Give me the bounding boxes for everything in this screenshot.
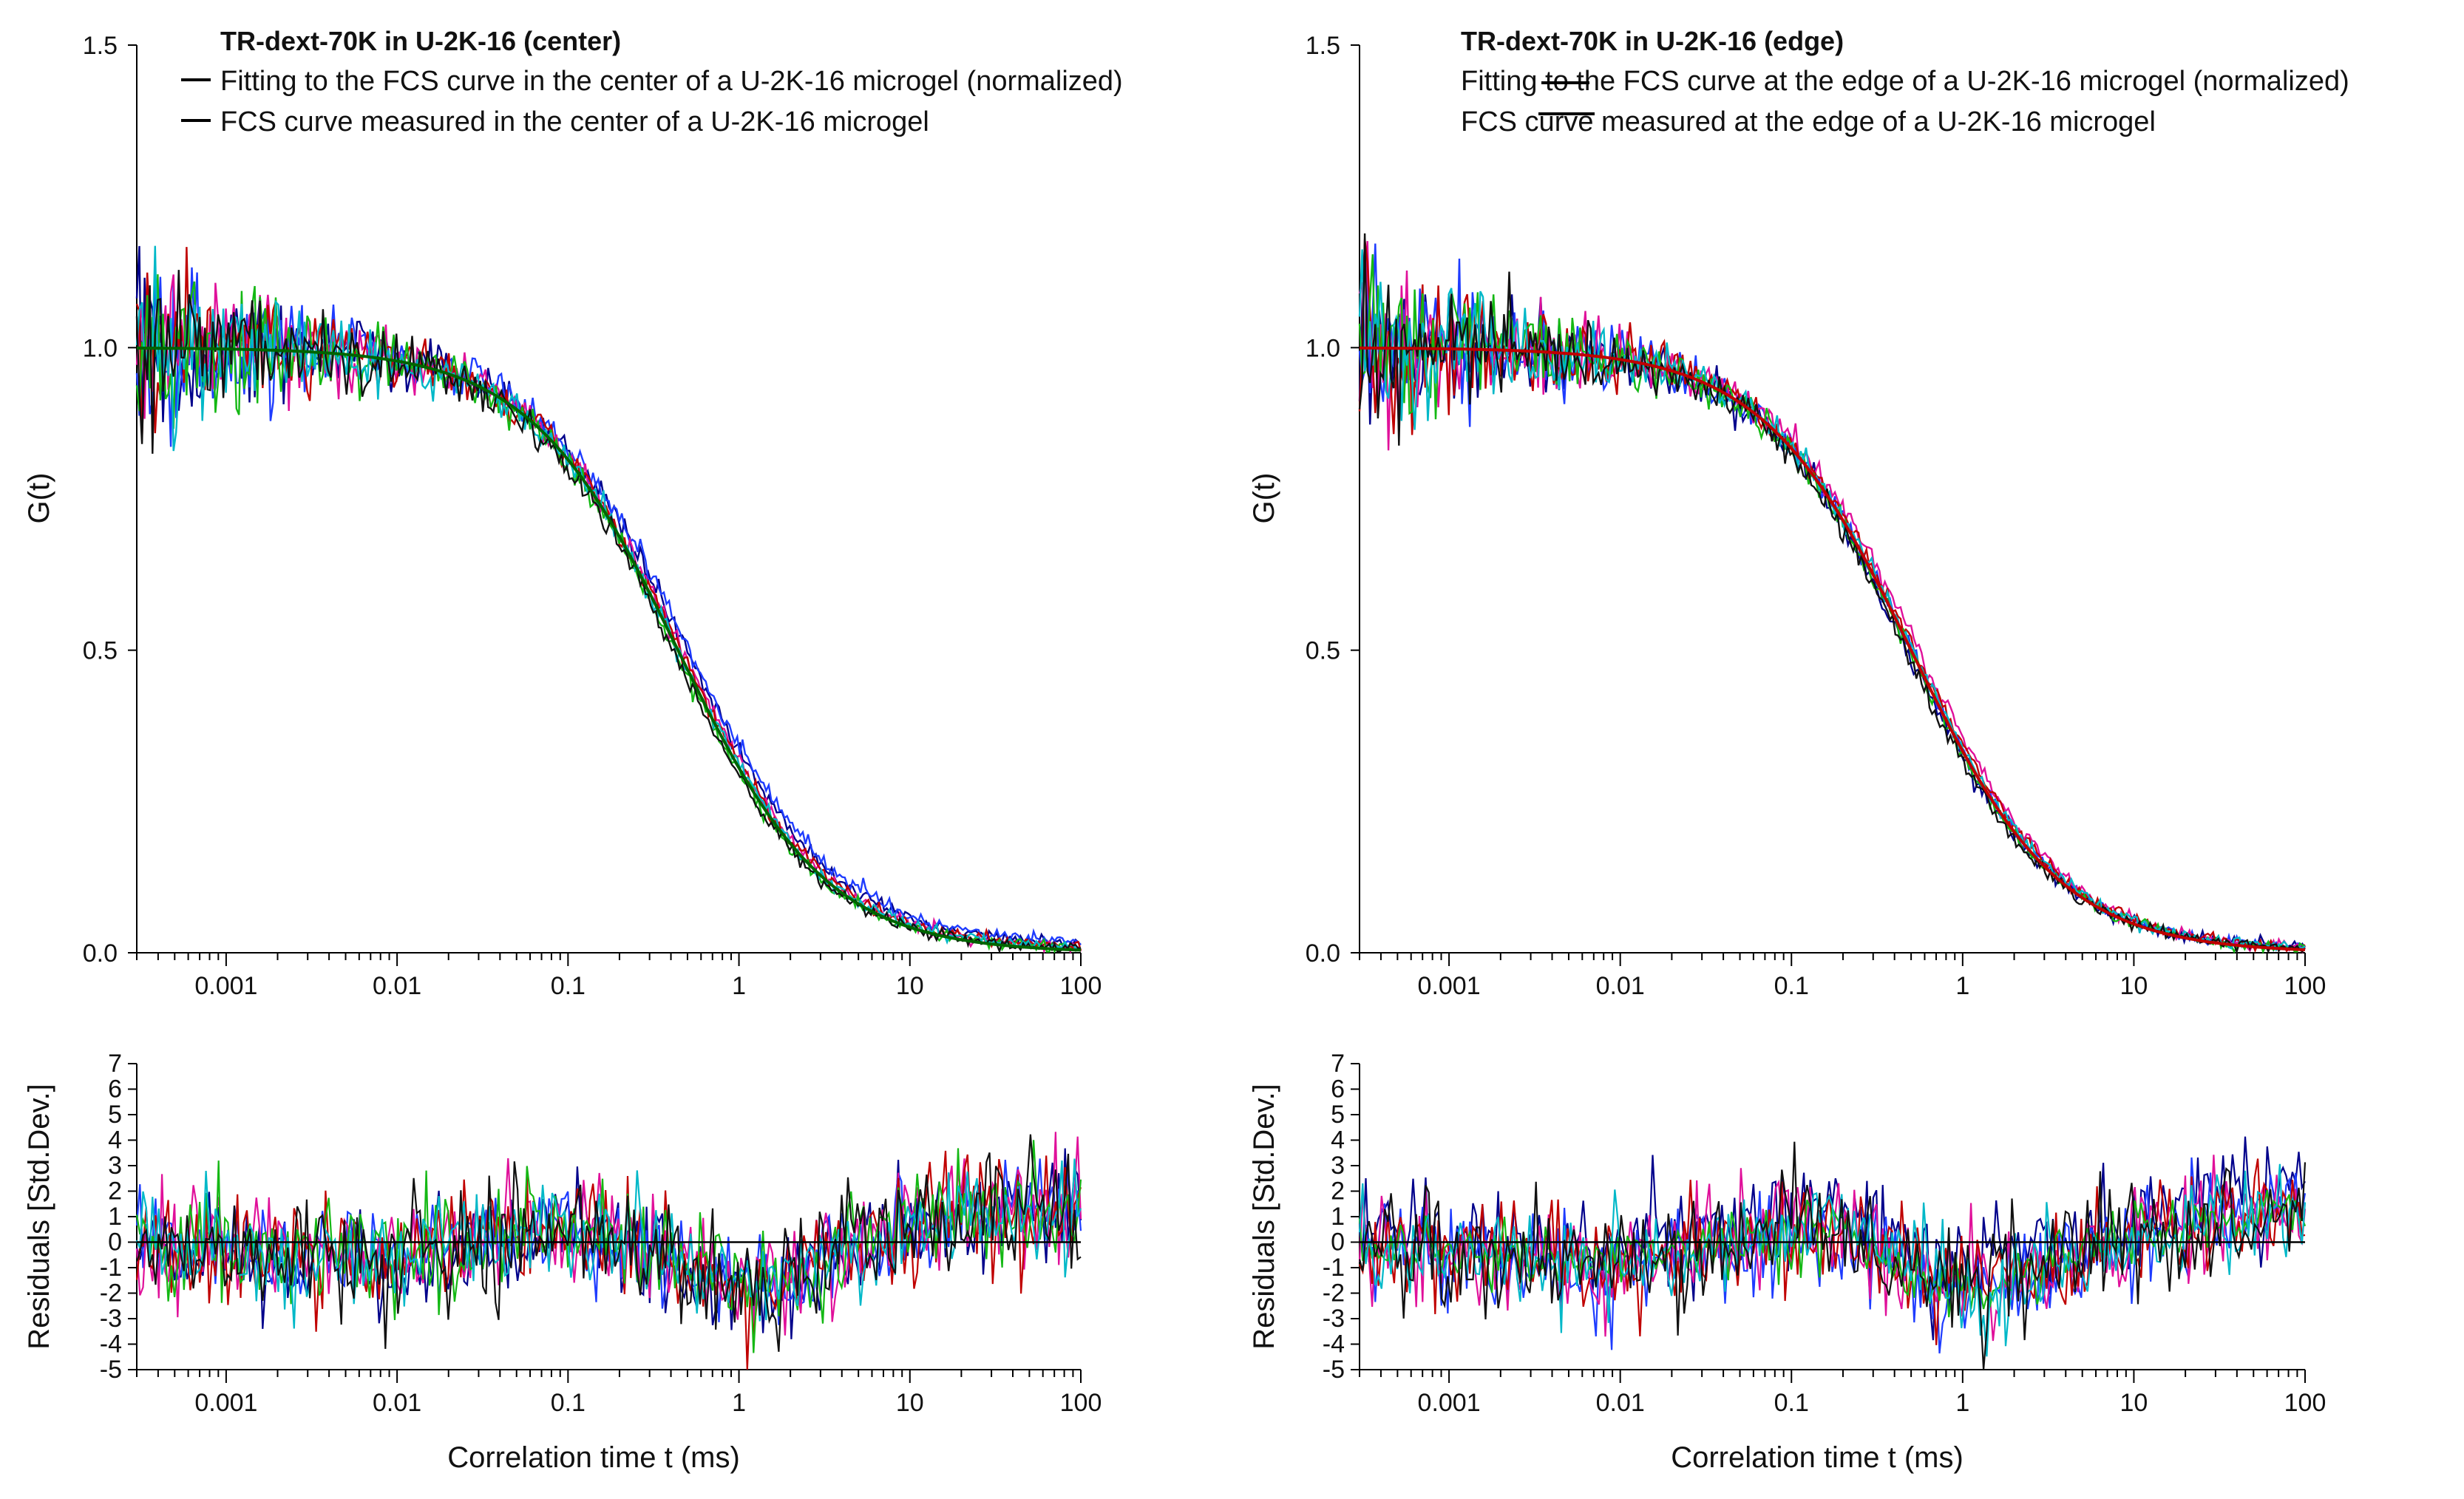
center-res-series-7 (135, 1134, 1082, 1352)
edge-gt-y-tick-label: 1.0 (1306, 334, 1340, 362)
center-gt-y-tick-label: 1.5 (83, 32, 118, 60)
center-res-y-tick-label: -1 (100, 1254, 122, 1282)
center-gt-y-tick-label: 0.5 (83, 637, 118, 665)
edge-res-y-tick-label: 5 (1331, 1101, 1345, 1129)
center-res-y-tick-label: 2 (108, 1177, 122, 1206)
center-gt-x-tick-label: 10 (896, 972, 924, 1000)
edge-res-y-tick-label: -4 (1323, 1330, 1345, 1359)
center-gt-x-tick-label: 100 (1060, 972, 1102, 1000)
edge-gt-y-tick-label: 1.5 (1306, 32, 1340, 60)
center-res-x-tick-label: 0.1 (551, 1389, 586, 1417)
edge-res-series-7 (1358, 1141, 2307, 1370)
center-res-y-tick-label: 1 (108, 1203, 122, 1231)
edge-res-y-tick-label: 2 (1331, 1177, 1345, 1206)
edge-res-x-tick-label: 1 (1955, 1389, 1969, 1417)
center-legend: TR-dext-70K in U-2K-16 (center) Fitting … (181, 26, 1123, 137)
center-res-ylabel: Residuals [Std.Dev.] (23, 1084, 55, 1349)
center-gt-series-measured-2 (135, 267, 1082, 948)
center-gt-x-tick-label: 1 (732, 972, 746, 1000)
edge-gt-y-tick-label: 0.0 (1306, 939, 1340, 968)
center-gt-x-tick-label: 0.001 (194, 972, 257, 1000)
edge-res-y-tick-label: 7 (1331, 1050, 1345, 1078)
edge-res-y-tick-label: 4 (1331, 1126, 1345, 1155)
edge-res-ylabel: Residuals [Std.Dev.] (1248, 1084, 1280, 1349)
center-res-y-tick-label: 6 (108, 1075, 122, 1104)
center-gt-series-measured-7 (135, 270, 1082, 954)
center-gt-series-fit (137, 346, 1082, 952)
center-res-x-tick-label: 0.001 (194, 1389, 257, 1417)
edge-res-y-tick-label: 6 (1331, 1075, 1345, 1104)
center-xlabel: Correlation time t (ms) (447, 1441, 740, 1474)
center-gt-x-tick-label: 0.1 (551, 972, 586, 1000)
center-gt-ylabel: G(t) (23, 473, 55, 524)
center-res-y-tick-label: -2 (100, 1279, 122, 1308)
center-res-y-tick-label: 3 (108, 1152, 122, 1180)
center-gt-y-tick-label: 1.0 (83, 334, 118, 362)
center-res-series-4 (135, 1150, 1082, 1370)
edge-gt-plot: 0.001 0.01 0.1 1 10 100 0.0 0.5 1.0 1.5 (1306, 32, 2326, 1000)
edge-gt-x-tick-label: 0.1 (1774, 972, 1809, 1000)
center-gt-series-measured-3 (135, 274, 1082, 954)
edge-res-y-tick-label: 0 (1331, 1228, 1345, 1257)
center-res-y-tick-label: -3 (100, 1305, 122, 1333)
edge-res-series-6 (1358, 1163, 2307, 1357)
edge-legend: TR-dext-70K in U-2K-16 (edge) Fitting to… (1461, 26, 2349, 137)
edge-gt-ylabel: G(t) (1248, 473, 1280, 524)
center-gt-x-tick-label: 0.01 (373, 972, 421, 1000)
center-gt-plot: 0.001 0.01 0.1 1 10 100 0.0 0.5 1.0 1.5 (83, 32, 1102, 1000)
center-gt-y-tick-label: 0.0 (83, 939, 118, 968)
edge-res-x-tick-label: 0.1 (1774, 1389, 1809, 1417)
center-res-y-tick-label: -5 (100, 1356, 122, 1384)
center-res-y-tick-label: 0 (108, 1228, 122, 1257)
edge-gt-series-fit (1360, 346, 2306, 951)
center-res-y-tick-label: 5 (108, 1101, 122, 1129)
center-legend-fit-label: Fitting to the FCS curve in the center o… (220, 66, 1123, 97)
center-res-x-tick-label: 10 (896, 1389, 924, 1417)
center-res-y-tick-label: -4 (100, 1330, 122, 1359)
edge-gt-x-tick-label: 10 (2120, 972, 2148, 1000)
center-res-x-tick-label: 100 (1060, 1389, 1102, 1417)
edge-gt-x-tick-label: 1 (1955, 972, 1969, 1000)
center-res-series-6 (135, 1158, 1082, 1329)
edge-gt-x-tick-label: 100 (2284, 972, 2326, 1000)
edge-res-x-tick-label: 0.001 (1418, 1389, 1481, 1417)
edge-res-y-tick-label: 3 (1331, 1152, 1345, 1180)
edge-res-x-tick-label: 100 (2284, 1389, 2326, 1417)
center-legend-data-label: FCS curve measured in the center of a U-… (220, 106, 929, 137)
center-res-y-tick-label: 7 (108, 1050, 122, 1078)
edge-res-y-tick-label: -1 (1323, 1254, 1345, 1282)
edge-res-y-tick-label: -3 (1323, 1305, 1345, 1333)
center-legend-title: TR-dext-70K in U-2K-16 (center) (220, 26, 621, 56)
center-res-x-tick-label: 1 (732, 1389, 746, 1417)
edge-legend-title: TR-dext-70K in U-2K-16 (edge) (1461, 26, 1844, 56)
edge-xlabel: Correlation time t (ms) (1671, 1441, 1964, 1474)
edge-res-y-tick-label: -5 (1323, 1356, 1345, 1384)
edge-gt-series-measured-5 (1358, 254, 2306, 954)
center-gt-series-measured-5 (135, 274, 1082, 954)
edge-res-x-tick-label: 0.01 (1596, 1389, 1645, 1417)
edge-gt-y-tick-label: 0.5 (1306, 637, 1340, 665)
edge-res-y-tick-label: -2 (1323, 1279, 1345, 1308)
edge-gt-series-measured-7 (1358, 233, 2306, 955)
edge-res-y-tick-label: 1 (1331, 1203, 1345, 1231)
edge-gt-x-tick-label: 0.01 (1596, 972, 1645, 1000)
center-res-x-tick-label: 0.01 (373, 1389, 421, 1417)
center-res-y-tick-label: 4 (108, 1126, 122, 1155)
edge-res-x-tick-label: 10 (2120, 1389, 2148, 1417)
edge-legend-data-label: FCS curve measured at the edge of a U-2K… (1461, 106, 2156, 137)
edge-legend-fit-label: Fitting to the FCS curve at the edge of … (1461, 66, 2349, 97)
edge-gt-x-tick-label: 0.001 (1418, 972, 1481, 1000)
